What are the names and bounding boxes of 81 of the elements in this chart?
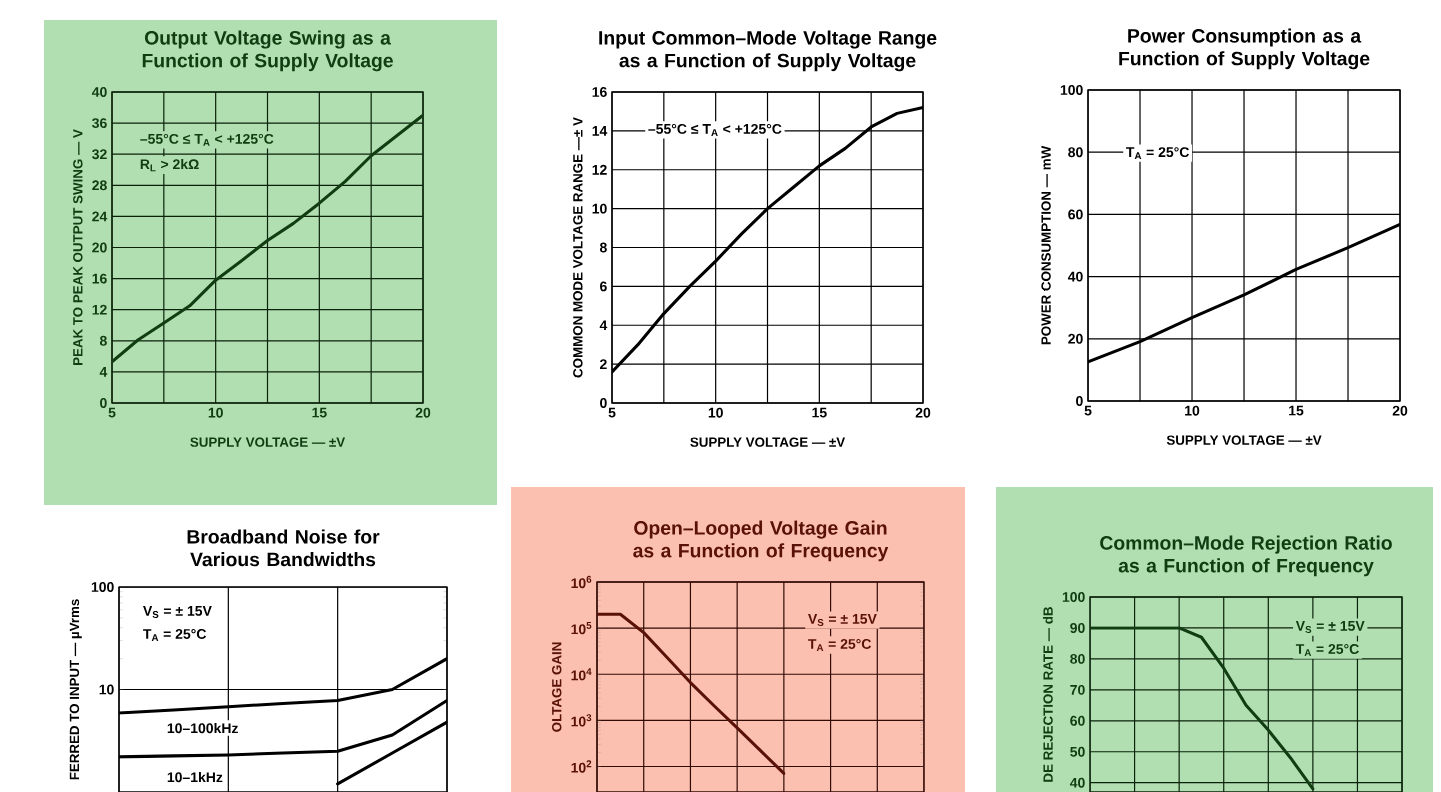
- y-tick-label: 100: [1060, 85, 1083, 95]
- y-tick-label: 4: [99, 367, 108, 377]
- x-tick-label: 15: [1289, 405, 1304, 416]
- y-tick-label: 4: [599, 320, 608, 331]
- x-tick-label: 20: [1392, 405, 1408, 416]
- y-tick-label: 2: [599, 359, 607, 370]
- y-tick-label: 10$^{4}$: [571, 668, 592, 681]
- annotation: T$_{A}$ = 25°C: [1295, 644, 1359, 657]
- x-tick-label: 5: [108, 407, 116, 418]
- y-tick-label: 14: [592, 126, 608, 136]
- line-series: [112, 113, 423, 364]
- annotation: 10–1kHz: [167, 771, 223, 783]
- y-tick-label: 10: [99, 684, 114, 695]
- y-tick-label: 20: [92, 242, 107, 253]
- y-tick-label: 60: [1068, 209, 1083, 220]
- y-tick-label: 0: [100, 398, 107, 408]
- line-series: [597, 612, 786, 775]
- y-tick-label: 60: [1070, 715, 1085, 726]
- y-tick-label: 40: [91, 87, 107, 97]
- y-tick-label: 36: [92, 118, 107, 129]
- x-tick-label: 10: [1185, 405, 1200, 416]
- annotation: V$_{S}$ = ± 15V: [1295, 621, 1365, 633]
- y-tick-label: 28: [92, 180, 107, 191]
- chart-title: Open–Looped Voltage Gain as a Function of Frequency: [633, 520, 889, 562]
- chart-title: Output Voltage Swing as a Function of Supply Voltage: [142, 30, 393, 72]
- y-tick-label: 80: [1068, 147, 1083, 158]
- y-tick-label: 10$^{6}$: [571, 575, 592, 589]
- y-tick-label: 16: [592, 87, 607, 97]
- y-tick-label: 10: [592, 203, 607, 214]
- y-axis-title: POWER CONSUMPTION — mW: [1041, 145, 1051, 345]
- annotation: –55°C ≤ T$_{A}$ < +125°C: [648, 123, 782, 136]
- y-tick-label: 8: [599, 242, 607, 253]
- x-tick-label: 5: [1084, 405, 1092, 416]
- y-axis-title: PEAK TO PEAK OUTPUT SWING — V: [73, 129, 83, 365]
- x-tick-label: 20: [915, 407, 931, 418]
- y-tick-label: 90: [1070, 623, 1085, 633]
- chart-title: Broadband Noise for Various Bandwidths: [187, 529, 380, 567]
- x-tick-label: 10: [208, 407, 223, 418]
- y-axis-title: DE REJECTION RATE — dB: [1043, 607, 1053, 782]
- y-tick-label: 8: [99, 335, 107, 346]
- y-axis-title: OLTAGE GAIN: [552, 642, 562, 732]
- y-tick-label: 70: [1070, 684, 1085, 695]
- chart-title: Common–Mode Rejection Ratio as a Function of Frequency: [1100, 535, 1392, 577]
- y-tick-label: 0: [1076, 396, 1083, 406]
- y-tick-label: 80: [1070, 653, 1085, 664]
- annotation: R$_{L}$ > 2kΩ: [140, 158, 199, 172]
- chart-title: Power Consumption as a Function of Supply Voltage: [1119, 28, 1370, 70]
- annotation: 10–100kHz: [167, 722, 238, 734]
- y-axis-title: FERRED TO INPUT — µVrms: [69, 599, 82, 780]
- annotation: –55°C ≤ T$_{A}$ < +125°C: [140, 133, 274, 146]
- x-tick-label: 15: [312, 407, 327, 418]
- x-axis-title: SUPPLY VOLTAGE — ±V: [690, 437, 846, 447]
- annotation: V$_{S}$ = ± 15V: [808, 614, 877, 626]
- y-tick-label: 40: [1069, 777, 1085, 788]
- x-tick-label: 10: [708, 407, 723, 418]
- x-tick-label: 5: [608, 407, 616, 418]
- annotation: T$_{A}$ = 25°C: [808, 639, 872, 651]
- y-tick-label: 12: [592, 164, 607, 175]
- y-tick-label: 24: [92, 211, 108, 222]
- y-tick-label: 16: [92, 273, 107, 284]
- y-tick-label: 0: [600, 398, 607, 408]
- y-tick-label: 100: [1062, 592, 1085, 602]
- y-tick-label: 10$^{3}$: [571, 714, 592, 727]
- annotation: T$_{A}$ = 25°C: [143, 628, 207, 641]
- annotation: T$_{A}$ = 25°C: [1126, 147, 1190, 160]
- annotation: V$_{S}$ = ± 15V: [143, 606, 212, 618]
- y-tick-label: 12: [92, 304, 107, 315]
- y-tick-label: 6: [600, 281, 607, 292]
- y-tick-label: 32: [92, 149, 107, 160]
- x-tick-label: 15: [812, 407, 827, 418]
- y-tick-label: 100: [91, 582, 114, 592]
- y-axis-title: COMMON MODE VOLTAGE RANGE —± V: [573, 117, 583, 378]
- y-tick-label: 10$^{2}$: [571, 760, 592, 773]
- y-tick-label: 50: [1070, 746, 1085, 757]
- x-axis-title: SUPPLY VOLTAGE — ±V: [190, 437, 346, 447]
- x-tick-label: 20: [415, 407, 431, 418]
- y-tick-label: 10$^{5}$: [571, 622, 592, 635]
- x-axis-title: SUPPLY VOLTAGE — ±V: [1166, 435, 1322, 445]
- y-tick-label: 40: [1067, 271, 1083, 282]
- chart-title: Input Common–Mode Voltage Range as a Function of Supply Voltage: [599, 30, 937, 72]
- y-tick-label: 20: [1068, 333, 1083, 344]
